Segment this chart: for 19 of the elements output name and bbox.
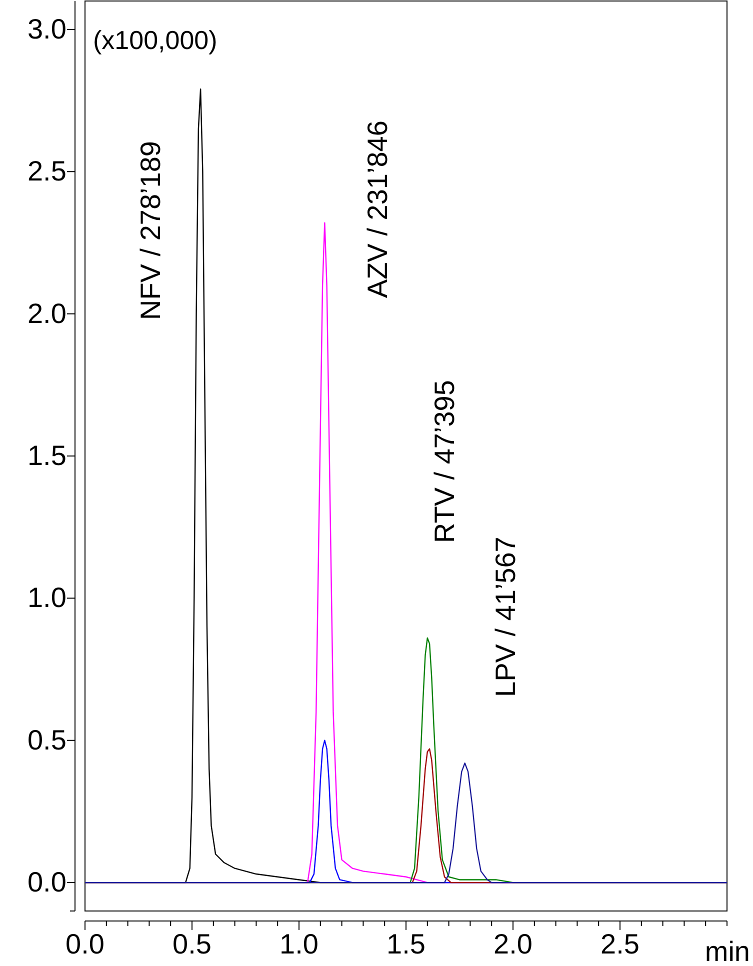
x-tick-label: 1.5 xyxy=(386,928,426,960)
annotation: RTV / 47’395 xyxy=(429,380,460,543)
annotation: (x100,000) xyxy=(93,25,218,55)
x-tick-label: 2.0 xyxy=(494,928,532,960)
x-tick-label: 2.5 xyxy=(600,928,640,960)
x-tick-label: 0.5 xyxy=(172,928,212,960)
y-tick-label: 2.0 xyxy=(27,298,66,329)
y-tick-label: 0.0 xyxy=(27,866,66,898)
annotation: AZV / 231’846 xyxy=(362,120,393,298)
annotation: LPV / 41’567 xyxy=(490,536,521,697)
y-tick-label: 1.0 xyxy=(27,582,66,614)
x-tick-label: 0.0 xyxy=(66,928,104,960)
x-tick-label: 1.0 xyxy=(280,928,318,960)
y-tick-label: 3.0 xyxy=(27,13,66,44)
y-tick-label: 1.5 xyxy=(27,440,66,471)
y-tick-label: 2.5 xyxy=(27,156,66,187)
annotation: NFV / 278’189 xyxy=(135,141,166,320)
y-tick-label: 0.5 xyxy=(27,724,66,756)
x-axis-title: min xyxy=(704,936,750,966)
